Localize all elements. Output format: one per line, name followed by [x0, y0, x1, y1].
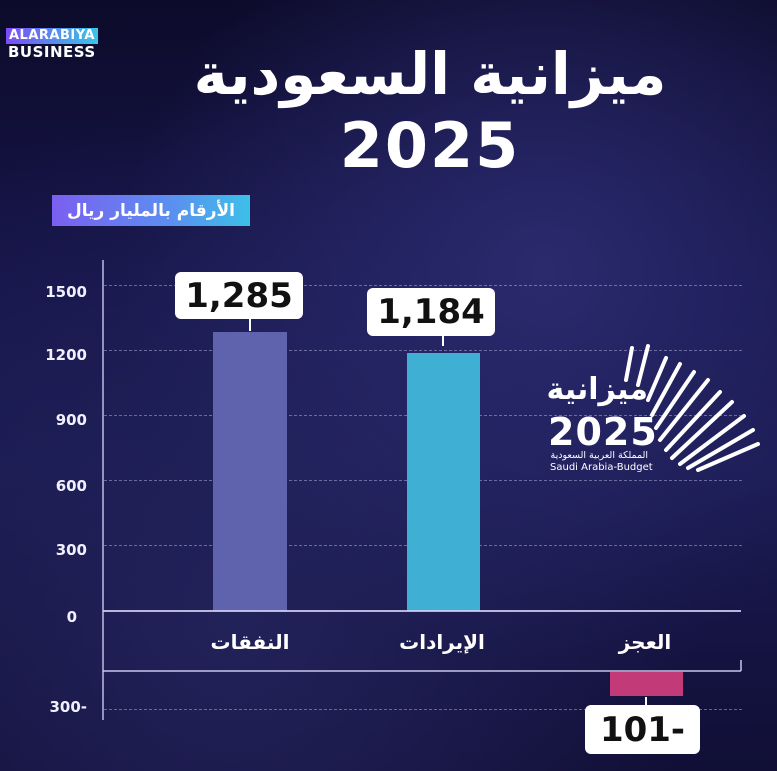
category-label-expenses: النفقات	[210, 630, 290, 654]
y-tick-0: 0	[66, 608, 77, 626]
y-tick-1500: 1500	[45, 283, 87, 301]
unit-badge: الأرقام بالمليار ريال	[52, 195, 250, 226]
category-band-line	[103, 670, 741, 672]
gridline-neg300	[104, 709, 742, 710]
category-label-revenues: الإيرادات	[399, 630, 485, 654]
budget-logo-title: ميزانية	[546, 372, 648, 407]
page-year: 2025	[339, 109, 521, 182]
value-pointer-deficit	[645, 697, 647, 705]
y-tick-600: 600	[55, 477, 87, 495]
value-label-expenses: 1,285	[175, 272, 303, 319]
gridline-1500	[104, 285, 742, 286]
value-pointer-revenues	[442, 336, 444, 346]
zero-line	[103, 610, 741, 612]
value-label-revenues: 1,184	[367, 288, 495, 336]
budget-logo-arabic-subtitle: المملكة العربية السعودية	[550, 450, 648, 461]
brand-line2: BUSINESS	[8, 43, 96, 61]
budget-logo-english-subtitle: Saudi Arabia-Budget	[550, 462, 653, 473]
bar-deficit	[610, 672, 683, 696]
brand-line1: ALARABIYA	[6, 28, 98, 44]
gridline-1200	[104, 350, 742, 351]
bar-expenses	[213, 332, 287, 611]
brand-logo: ALARABIYA BUSINESS	[6, 24, 98, 60]
y-tick-1200: 1200	[45, 346, 87, 364]
budget-logo-year: 2025	[548, 410, 658, 454]
budget-logo-rays-icon	[624, 344, 760, 472]
y-axis	[102, 260, 104, 720]
value-pointer-expenses	[249, 319, 251, 331]
y-tick-900: 900	[55, 411, 87, 429]
value-label-deficit: 101-	[585, 705, 700, 754]
category-band-tick	[740, 660, 742, 671]
category-label-deficit: العجز	[618, 630, 672, 654]
y-tick-neg300: 300-	[49, 698, 87, 716]
page-title: ميزانية السعودية	[193, 40, 667, 108]
bar-revenues	[407, 353, 480, 611]
y-tick-300: 300	[55, 541, 87, 559]
